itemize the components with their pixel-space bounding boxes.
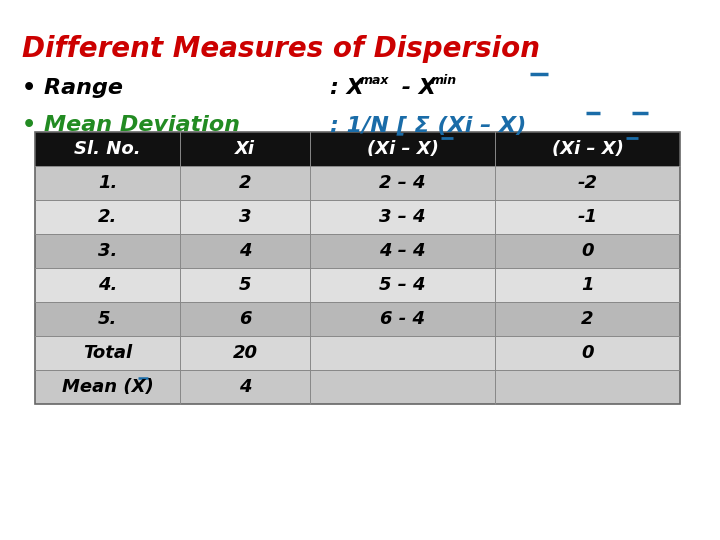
Text: 1: 1 bbox=[581, 276, 594, 294]
Text: Sl. No.: Sl. No. bbox=[74, 140, 141, 158]
Text: 5.: 5. bbox=[98, 310, 117, 328]
Bar bbox=[35, 336, 680, 370]
Text: 3: 3 bbox=[239, 208, 251, 226]
Bar bbox=[35, 268, 680, 302]
Bar bbox=[35, 234, 680, 268]
Text: 2: 2 bbox=[581, 310, 594, 328]
Text: (Xi – X): (Xi – X) bbox=[552, 140, 624, 158]
Text: 4: 4 bbox=[239, 378, 251, 396]
Text: Total: Total bbox=[83, 344, 132, 362]
Text: 6 - 4: 6 - 4 bbox=[380, 310, 425, 328]
Text: : 1/N [ Σ (Xi – X): : 1/N [ Σ (Xi – X) bbox=[330, 115, 526, 135]
Text: max: max bbox=[360, 74, 390, 87]
Text: 20: 20 bbox=[233, 344, 258, 362]
Text: 4: 4 bbox=[239, 242, 251, 260]
Bar bbox=[35, 132, 680, 166]
Bar bbox=[35, 370, 680, 404]
Text: 5: 5 bbox=[239, 276, 251, 294]
Text: (Xi – X): (Xi – X) bbox=[366, 140, 438, 158]
Bar bbox=[35, 302, 680, 336]
Text: • Range: • Range bbox=[22, 78, 123, 98]
Text: 3 – 4: 3 – 4 bbox=[379, 208, 426, 226]
Text: min: min bbox=[431, 74, 457, 87]
Text: 2: 2 bbox=[239, 174, 251, 192]
Text: 0: 0 bbox=[581, 344, 594, 362]
Text: - X: - X bbox=[394, 78, 436, 98]
Text: -2: -2 bbox=[577, 174, 598, 192]
Text: Xi: Xi bbox=[235, 140, 255, 158]
Text: 6: 6 bbox=[239, 310, 251, 328]
Bar bbox=[35, 166, 680, 200]
Text: • Mean Deviation: • Mean Deviation bbox=[22, 115, 240, 135]
Bar bbox=[35, 132, 680, 404]
Text: 1.: 1. bbox=[98, 174, 117, 192]
Bar bbox=[35, 200, 680, 234]
Text: 5 – 4: 5 – 4 bbox=[379, 276, 426, 294]
Text: Different Measures of Dispersion: Different Measures of Dispersion bbox=[22, 35, 540, 63]
Text: 4 – 4: 4 – 4 bbox=[379, 242, 426, 260]
Text: Mean (X): Mean (X) bbox=[62, 378, 153, 396]
Text: -1: -1 bbox=[577, 208, 598, 226]
Text: 2 – 4: 2 – 4 bbox=[379, 174, 426, 192]
Text: 4.: 4. bbox=[98, 276, 117, 294]
Text: : X: : X bbox=[330, 78, 364, 98]
Text: 3.: 3. bbox=[98, 242, 117, 260]
Text: 0: 0 bbox=[581, 242, 594, 260]
Text: 2.: 2. bbox=[98, 208, 117, 226]
